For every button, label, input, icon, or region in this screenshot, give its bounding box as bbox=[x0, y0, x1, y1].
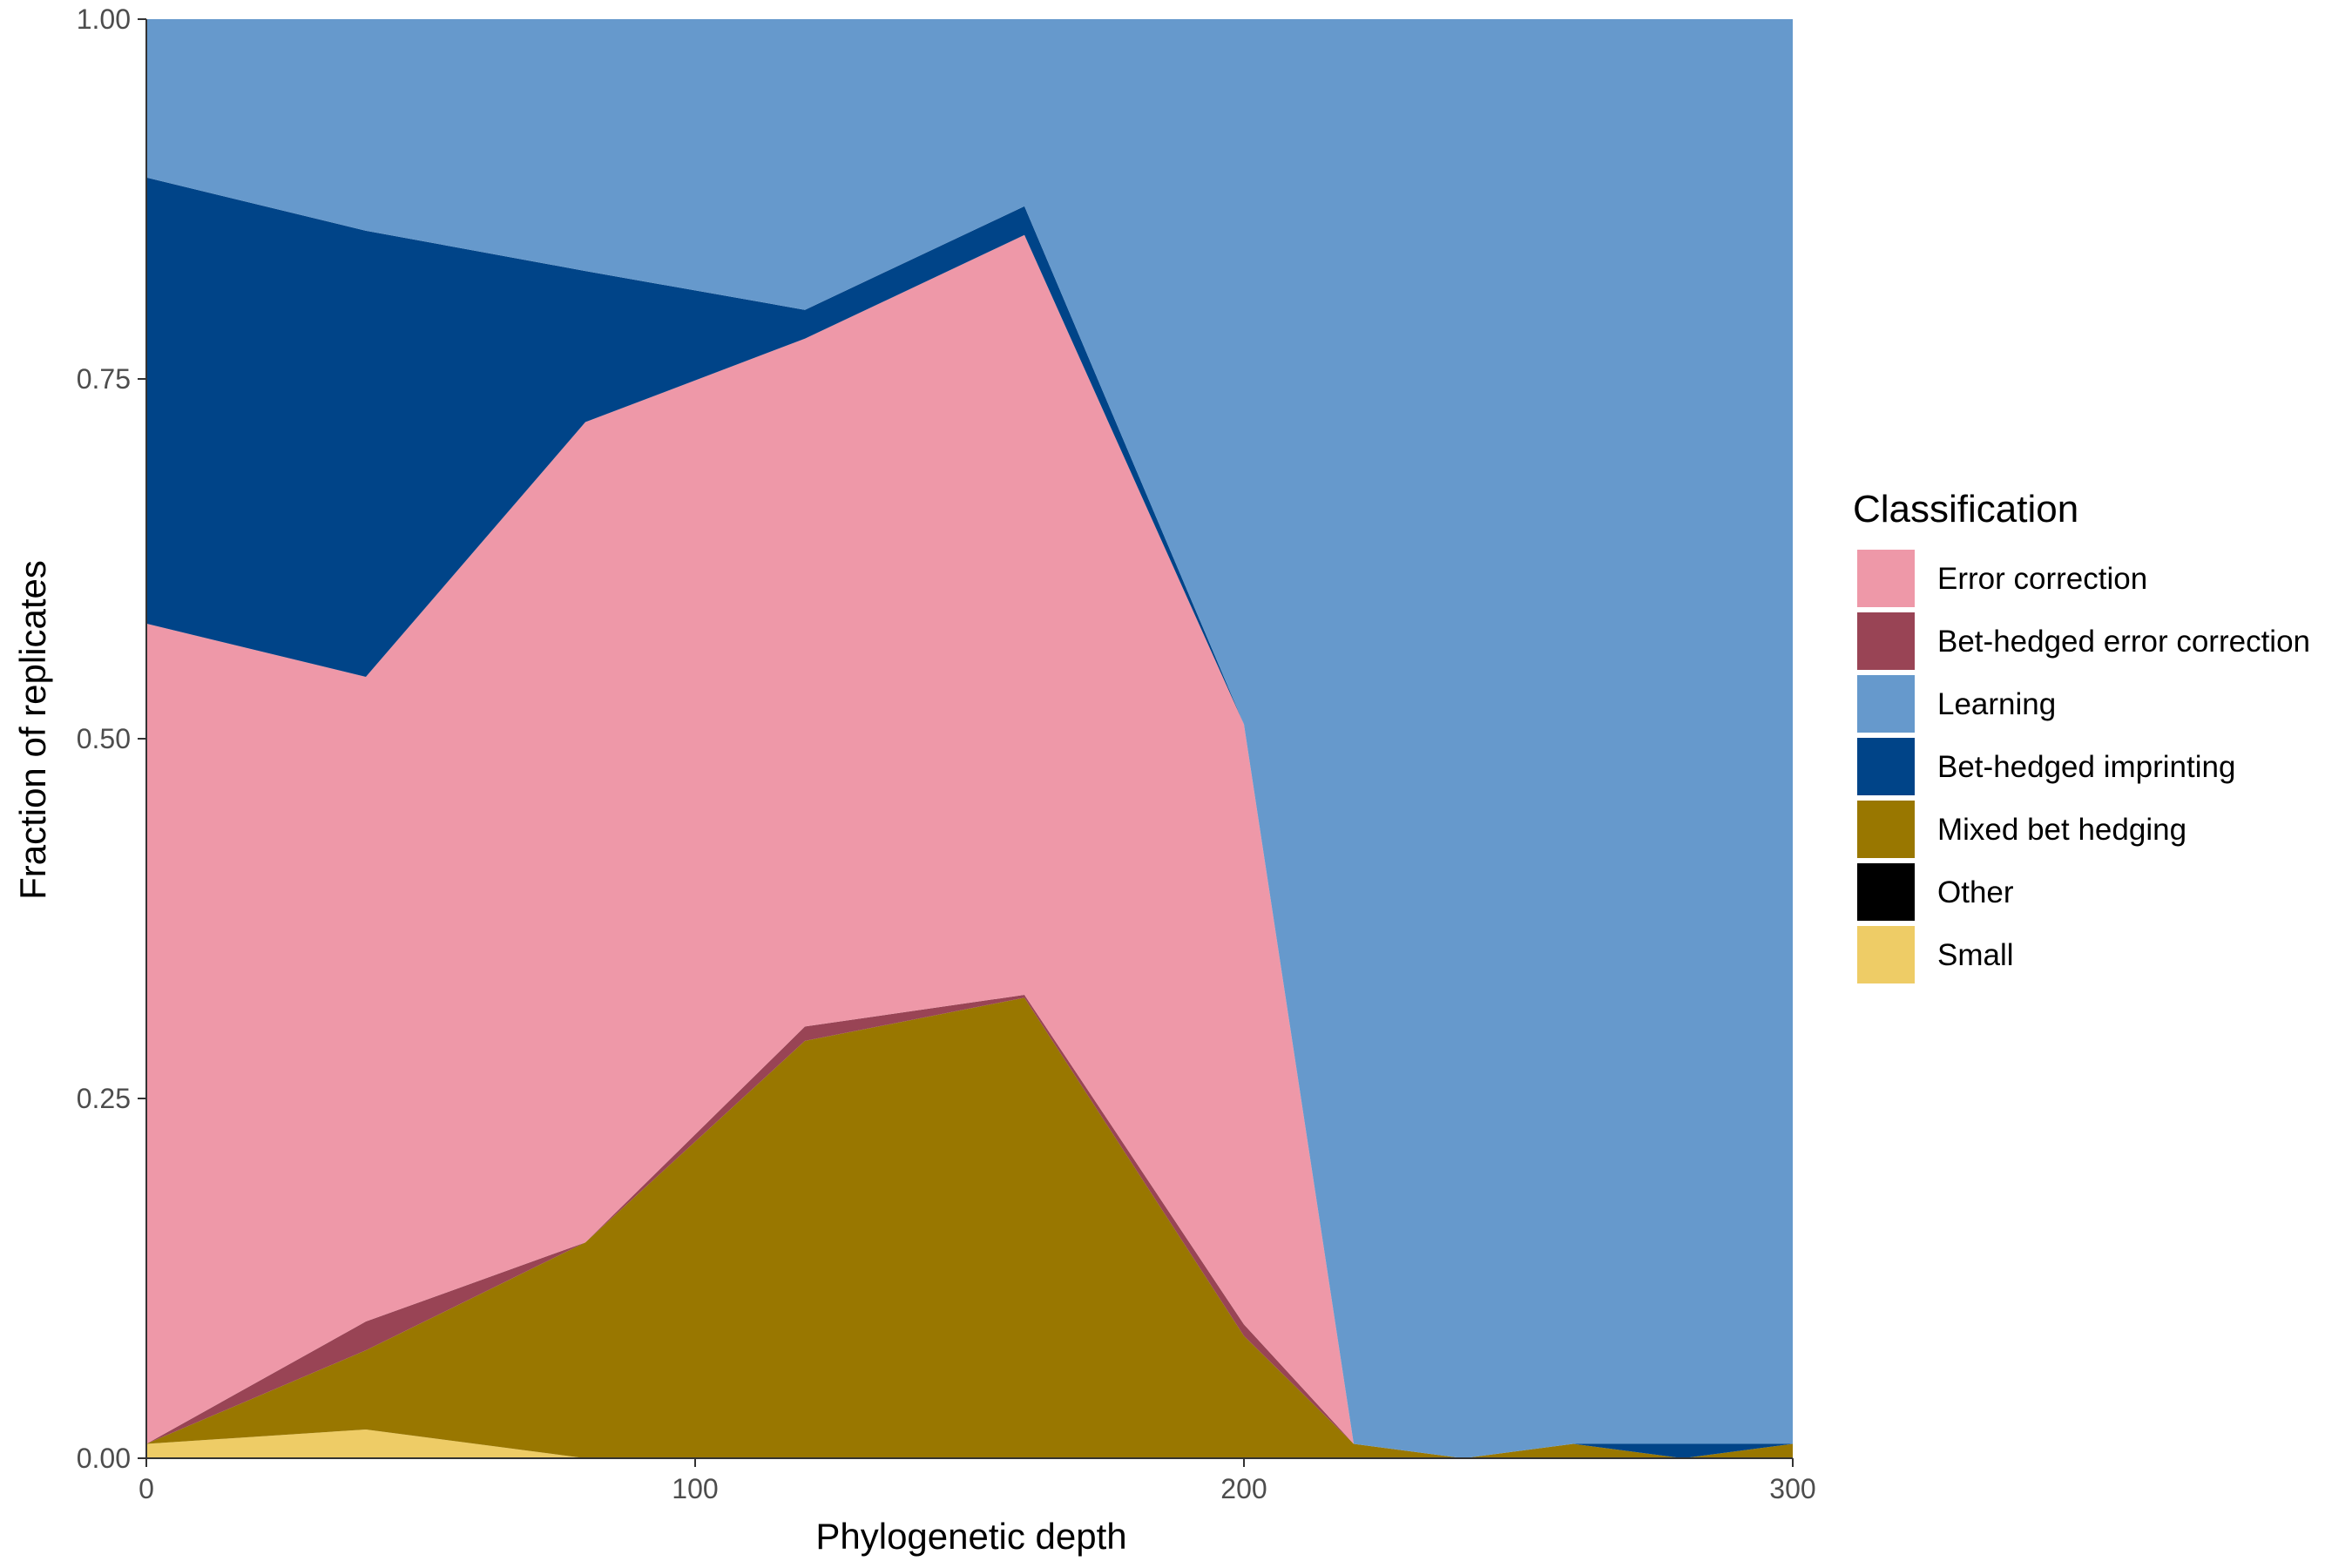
y-tick-label: 1.00 bbox=[77, 3, 131, 35]
legend-swatch-other bbox=[1855, 862, 1916, 923]
legend-label-other: Other bbox=[1937, 875, 2014, 909]
legend-swatch-learning bbox=[1855, 673, 1916, 734]
legend-swatch-error-correction bbox=[1855, 548, 1916, 609]
y-tick-label: 0.75 bbox=[77, 363, 131, 395]
legend-label-learning: Learning bbox=[1937, 687, 2056, 721]
area-error-correction bbox=[146, 234, 1793, 1458]
area-bet-hedged-imprinting bbox=[146, 177, 1793, 1459]
x-axis-title: Phylogenetic depth bbox=[815, 1516, 1126, 1557]
x-tick-label: 300 bbox=[1769, 1473, 1815, 1504]
legend: Classification Error correction Bet-hedge… bbox=[1853, 488, 2310, 985]
legend-swatch-mixed-bet-hedging bbox=[1855, 799, 1916, 860]
legend-label-small: Small bbox=[1937, 938, 2014, 972]
y-tick-label: 0.00 bbox=[77, 1443, 131, 1474]
legend-label-error-correction: Error correction bbox=[1937, 562, 2147, 596]
legend-swatch-bet-hedged-imprinting bbox=[1855, 736, 1916, 797]
x-tick-label: 0 bbox=[139, 1473, 154, 1504]
legend-label-bet-hedged-imprinting: Bet-hedged imprinting bbox=[1937, 750, 2235, 784]
axes: 0.00 0.25 0.50 0.75 1.00 0 100 200 300 bbox=[77, 3, 1816, 1504]
area-mixed-bet-hedging bbox=[146, 997, 1793, 1458]
legend-title: Classification bbox=[1853, 488, 2078, 531]
y-tick-label: 0.25 bbox=[77, 1083, 131, 1114]
x-tick-label: 200 bbox=[1220, 1473, 1267, 1504]
y-ticks: 0.00 0.25 0.50 0.75 1.00 bbox=[77, 3, 146, 1474]
area-learning bbox=[146, 19, 1793, 1458]
legend-label-mixed-bet-hedging: Mixed bet hedging bbox=[1937, 813, 2186, 847]
y-tick-label: 0.50 bbox=[77, 723, 131, 754]
x-ticks: 0 100 200 300 bbox=[139, 1458, 1816, 1504]
legend-label-bet-hedged-error-correction: Bet-hedged error correction bbox=[1937, 625, 2310, 659]
legend-items: Error correction Bet-hedged error correct… bbox=[1855, 548, 2310, 985]
y-axis-title: Fraction of replicates bbox=[12, 560, 53, 900]
x-tick-label: 100 bbox=[672, 1473, 718, 1504]
stacked-areas bbox=[146, 19, 1793, 1459]
legend-swatch-bet-hedged-error-correction bbox=[1855, 611, 1916, 672]
legend-swatch-small bbox=[1855, 924, 1916, 985]
